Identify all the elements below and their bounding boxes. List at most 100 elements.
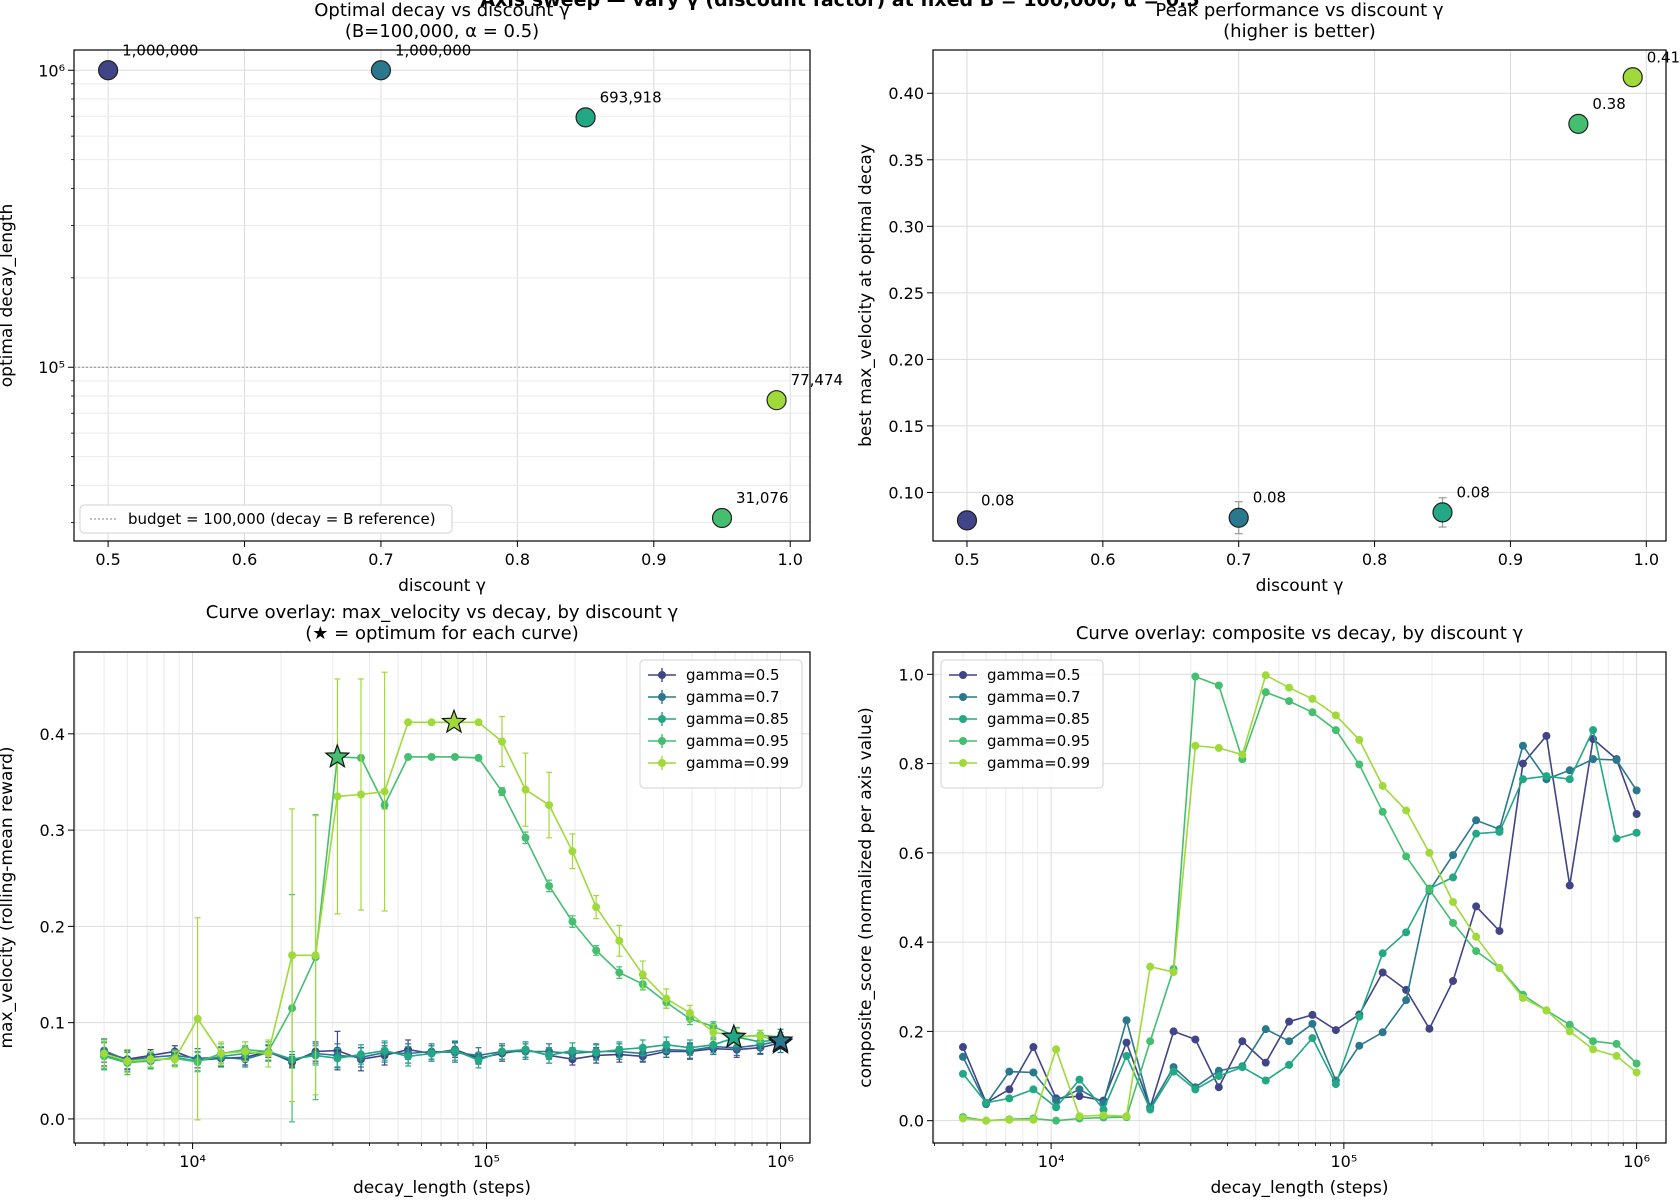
data-label: 77,474 — [791, 371, 844, 389]
x-tick-label: 10⁶ — [767, 1152, 794, 1171]
legend-item: gamma=0.85 — [648, 710, 789, 728]
y-axis-label: optimal decay_length — [0, 204, 17, 387]
series-point — [1495, 964, 1504, 973]
series-point — [1378, 781, 1387, 790]
y-tick-label: 0.35 — [888, 151, 924, 170]
legend-swatch-marker — [959, 671, 967, 679]
series-line — [103, 1040, 781, 1062]
series-point — [521, 785, 530, 794]
series-point — [427, 1049, 436, 1058]
series-point — [1005, 1067, 1014, 1076]
series-point — [1029, 1115, 1038, 1124]
plot-frame — [932, 651, 1667, 1144]
legend-swatch-marker — [658, 737, 666, 745]
series-point — [662, 994, 671, 1003]
series-gamma=0.99 — [100, 671, 785, 1121]
series-point — [498, 737, 507, 746]
series-point — [1378, 949, 1387, 958]
legend-label: budget = 100,000 (decay = B reference) — [128, 510, 436, 528]
x-tick-label: 10⁵ — [1330, 1152, 1357, 1171]
series-point — [958, 1114, 967, 1123]
series-point — [1632, 1068, 1641, 1077]
data-point — [1432, 502, 1453, 523]
series-point — [545, 801, 554, 810]
legend-box — [79, 504, 453, 534]
series-point — [1565, 766, 1574, 775]
series-point — [1122, 1051, 1131, 1060]
data-point — [766, 390, 787, 411]
series-point — [1285, 683, 1294, 692]
series-gamma=0.5 — [958, 731, 1641, 1112]
data-label: 31,076 — [736, 489, 789, 507]
legend-label: gamma=0.7 — [987, 688, 1081, 706]
x-tick-label: 0.7 — [368, 550, 393, 569]
y-tick-label: 0.1 — [40, 1014, 65, 1033]
series-point — [1331, 711, 1340, 720]
panel-title: Optimal decay vs discount γ — [314, 0, 570, 21]
legend: gamma=0.5 gamma=0.7 gamma=0.85 gamma=0.95 ga… — [940, 659, 1104, 789]
x-tick-label: 0.6 — [232, 550, 257, 569]
series-point — [1308, 708, 1317, 717]
y-tick-label: 0.25 — [888, 284, 924, 303]
panel-title: Peak performance vs discount γ — [1155, 0, 1444, 21]
x-axis-label: decay_length (steps) — [353, 1178, 531, 1198]
data-label: 0.38 — [1592, 95, 1625, 113]
legend-swatch-marker — [959, 759, 967, 767]
series-point — [1005, 1094, 1014, 1103]
series-point — [1146, 962, 1155, 971]
legend-item: gamma=0.5 — [949, 666, 1081, 684]
series-point — [545, 1051, 554, 1060]
legend-swatch-marker — [959, 737, 967, 745]
data-label: 0.08 — [1456, 483, 1489, 501]
legend-item: gamma=0.99 — [648, 754, 789, 772]
data-point — [575, 107, 596, 128]
x-tick-label: 1.0 — [1634, 550, 1659, 569]
series-point — [1075, 1085, 1084, 1094]
series-point — [1099, 1111, 1108, 1120]
series-point — [1565, 775, 1574, 784]
legend-item: gamma=0.95 — [648, 732, 789, 750]
series-point — [1308, 694, 1317, 703]
legend-label: gamma=0.95 — [987, 732, 1090, 750]
series-gamma=0.95 — [100, 752, 785, 1123]
series-point — [1169, 1067, 1178, 1076]
y-tick-label: 0.10 — [888, 483, 924, 502]
series-point — [1565, 881, 1574, 890]
series-point — [404, 752, 413, 761]
y-tick-label: 0.15 — [888, 417, 924, 436]
series-point — [1214, 1072, 1223, 1081]
series-point — [498, 787, 507, 796]
panel-max-velocity-overlay: 10⁴ 10⁵ 10⁶ 0.0 0.1 0.2 0.3 0.4 Curve overlay: m… — [0, 602, 811, 1198]
series-point — [1029, 1068, 1038, 1077]
y-axis-label: best max_velocity at optimal decay — [856, 144, 876, 447]
x-tick-label: 0.9 — [641, 550, 666, 569]
series-gamma=0.7 — [100, 1028, 785, 1071]
series-point — [1285, 1037, 1294, 1046]
x-axis-label: discount γ — [398, 576, 486, 596]
x-tick-label: 0.7 — [1226, 550, 1251, 569]
series-point — [1261, 671, 1270, 680]
legend-item: gamma=0.95 — [949, 732, 1090, 750]
series-point — [592, 1048, 601, 1057]
series-point — [474, 753, 483, 762]
series-gamma=0.85 — [958, 726, 1641, 1114]
x-tick-label: 0.5 — [95, 550, 120, 569]
series-point — [1449, 897, 1458, 906]
series-gamma=0.99 — [958, 671, 1641, 1125]
series-point — [1565, 1027, 1574, 1036]
y-tick-label: 0.4 — [40, 725, 65, 744]
series-point — [1075, 1075, 1084, 1084]
series-point — [1518, 775, 1527, 784]
series-point — [1449, 918, 1458, 927]
series-point — [1099, 1105, 1108, 1114]
legend: gamma=0.5 gamma=0.7 gamma=0.85 gamma=0.95 ga… — [639, 659, 803, 789]
series-point — [568, 917, 577, 926]
legend-box — [639, 659, 803, 789]
panel-subtitle: (B=100,000, α = 0.5) — [345, 21, 539, 42]
series-point — [380, 787, 389, 796]
series-point — [638, 1043, 647, 1052]
series-point — [498, 1047, 507, 1056]
series-point — [1191, 1085, 1200, 1094]
series-point — [404, 718, 413, 727]
series-point — [1449, 873, 1458, 882]
